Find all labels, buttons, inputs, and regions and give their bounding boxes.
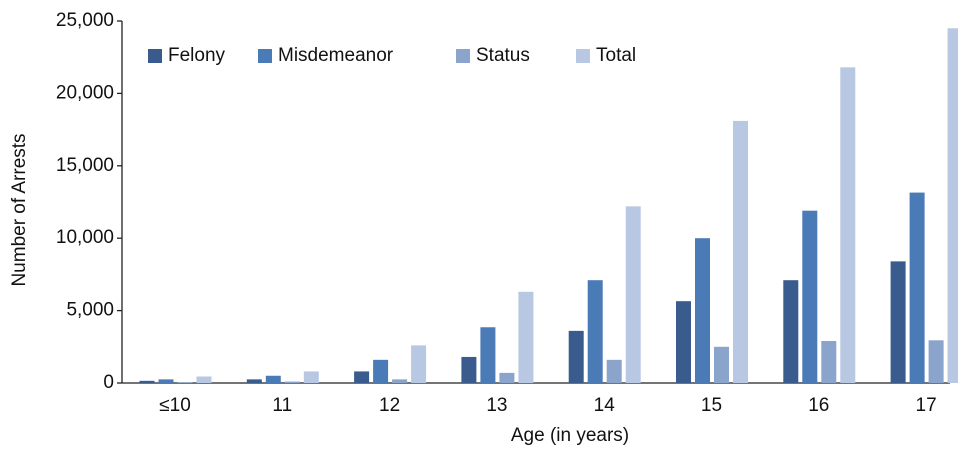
bar [158,379,174,383]
y-tick-label: 0 [103,372,114,393]
x-tick-label: ≤10 [159,395,191,416]
bar [714,346,729,383]
x-tick-label: 13 [486,395,507,416]
bar [246,379,262,383]
bar [625,206,641,383]
x-tick-label: 11 [272,395,292,416]
bar [461,356,477,383]
bar [840,67,856,383]
bar [802,210,818,383]
y-tick-label: 5,000 [66,300,114,321]
legend-swatch [258,49,272,63]
x-tick-label: 17 [916,395,937,416]
bar [909,192,925,383]
bar [587,280,603,383]
bar [676,301,691,383]
y-tick-label: 25,000 [56,10,114,31]
legend-label: Misdemeanor [278,45,394,66]
bar [373,359,389,383]
y-tick-label: 10,000 [56,227,114,248]
x-tick-label: 14 [594,395,616,416]
bar [392,379,408,383]
bar [606,359,622,383]
bar [947,28,958,384]
legend-swatch [576,49,590,63]
legend-label: Total [596,45,636,66]
x-tick-label: 12 [379,395,400,416]
bar [480,327,496,383]
bar [411,345,427,383]
bar [499,372,515,383]
bar [733,120,748,384]
bar [821,341,837,383]
y-axis-label: Number of Arrests [9,133,30,286]
bar [265,375,281,383]
bar [196,376,212,383]
bar [568,330,584,383]
y-tick-label: 15,000 [56,155,114,176]
legend-swatch [148,49,162,63]
bar [783,280,799,383]
x-tick-label: 15 [701,395,722,416]
bar [303,371,319,383]
x-tick-label: 16 [808,395,829,416]
bar [928,340,944,383]
bar [695,238,710,383]
y-tick-label: 20,000 [56,82,114,103]
legend-label: Felony [168,45,226,66]
bar [518,291,534,383]
bar [890,261,906,383]
x-axis-label: Age (in years) [511,425,629,446]
bar [177,382,193,383]
bar [354,371,370,383]
legend-swatch [456,49,470,63]
bar [139,380,155,383]
legend-label: Status [476,45,530,66]
bar [284,381,300,383]
